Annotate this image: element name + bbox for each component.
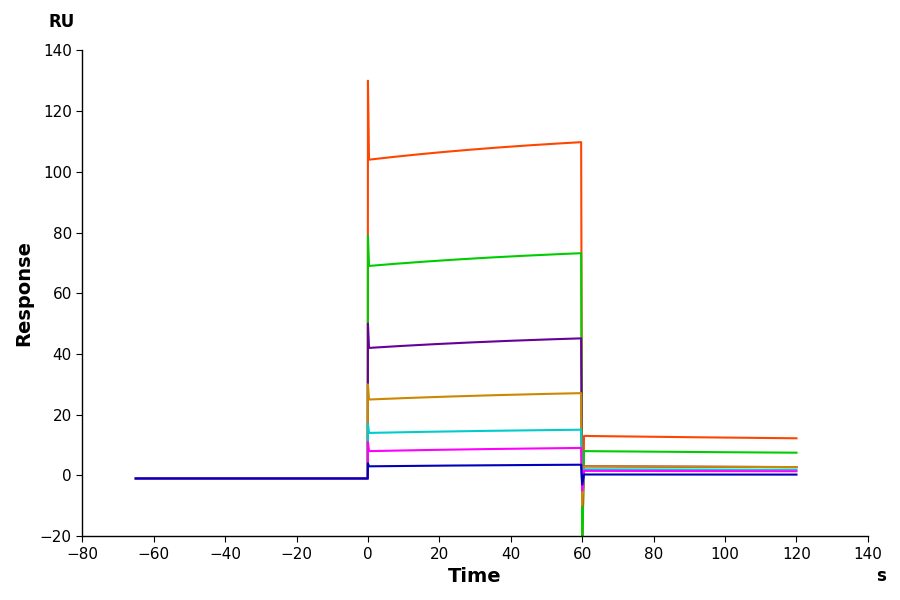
Text: RU: RU bbox=[48, 13, 75, 31]
Y-axis label: Response: Response bbox=[14, 240, 33, 346]
X-axis label: Time: Time bbox=[448, 567, 502, 586]
Text: s: s bbox=[877, 566, 886, 584]
